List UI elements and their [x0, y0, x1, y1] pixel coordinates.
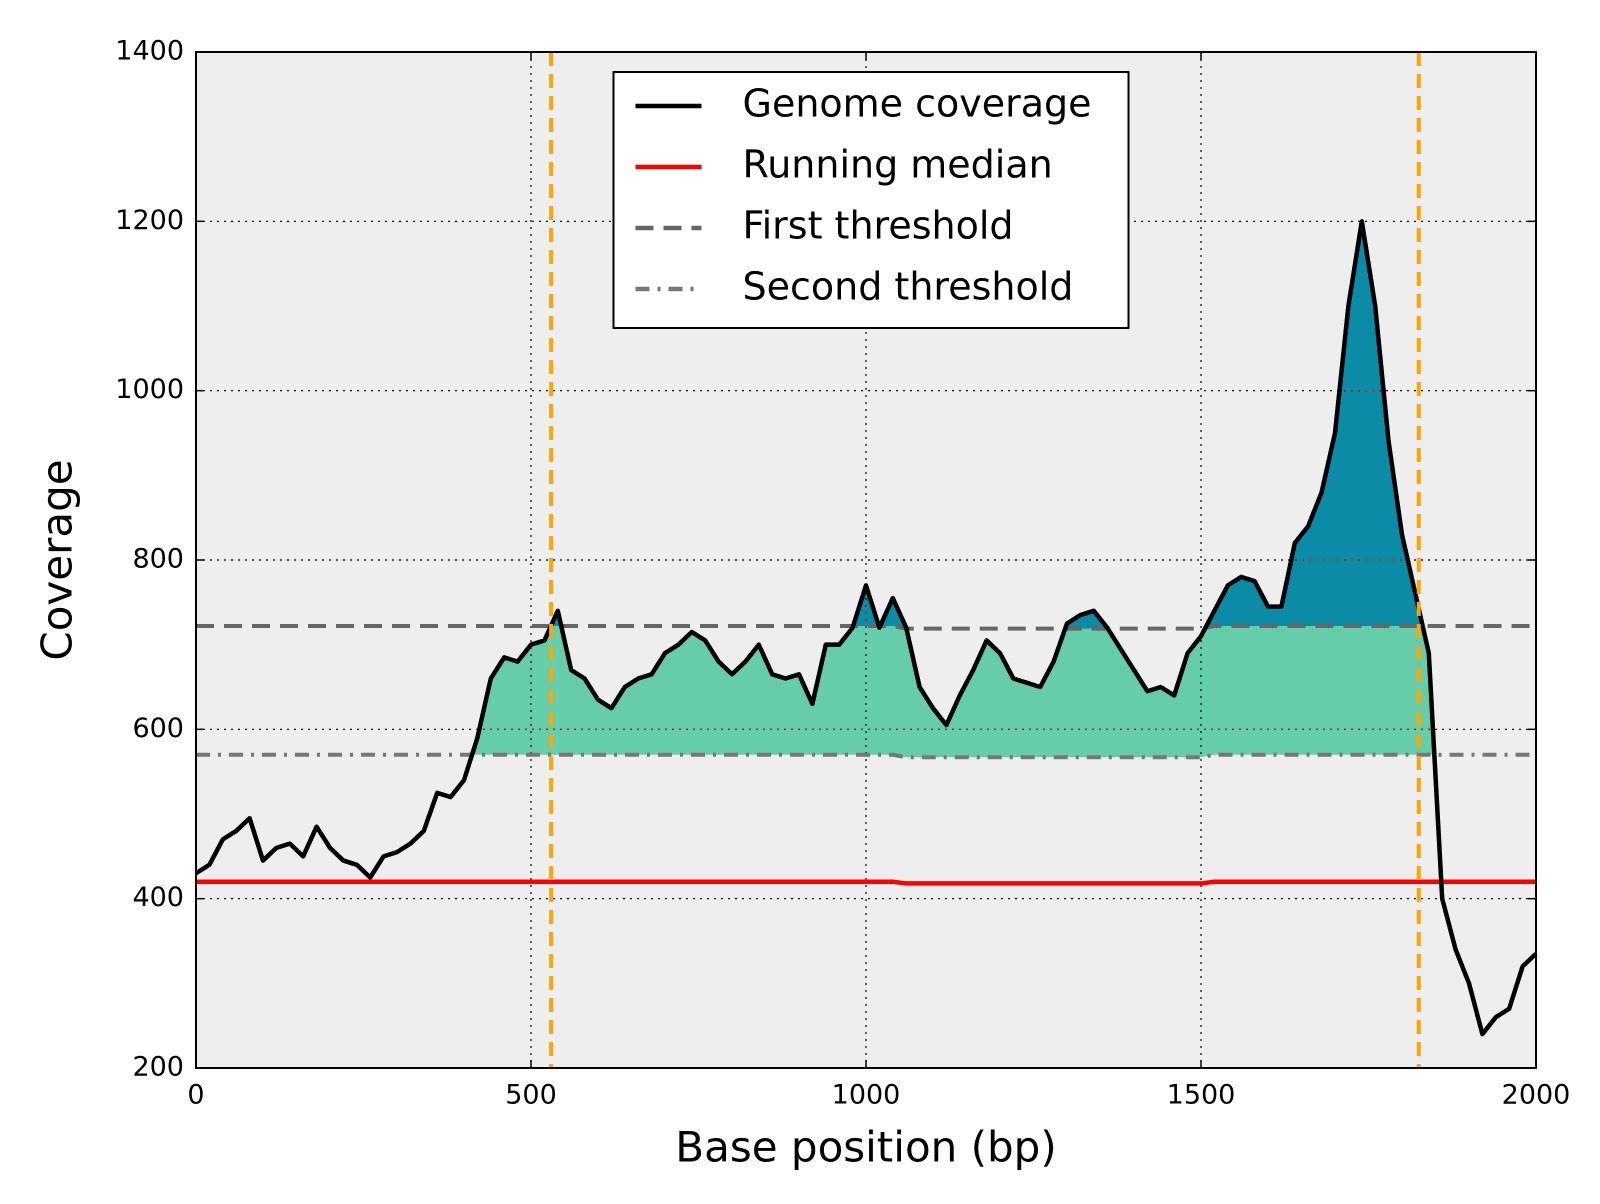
- legend-label: Genome coverage: [743, 82, 1092, 126]
- x-tick-label: 1500: [1167, 1080, 1236, 1111]
- y-tick-label: 600: [132, 713, 184, 744]
- legend-box: [612, 71, 1130, 329]
- x-tick-label: 2000: [1502, 1080, 1571, 1111]
- legend-label: First threshold: [743, 204, 1014, 248]
- series-line: [194, 219, 1538, 1037]
- x-axis-label: Base position (bp): [675, 1123, 1056, 1172]
- series-line: [196, 624, 1536, 631]
- x-tick-label: 500: [505, 1080, 557, 1111]
- legend-label: Running median: [743, 143, 1053, 187]
- series-line: [196, 879, 1536, 886]
- fill-above-second: [196, 221, 1536, 758]
- y-tick-label: 800: [132, 544, 184, 575]
- y-tick-label: 1400: [115, 36, 184, 67]
- x-tick-label: 1000: [832, 1080, 901, 1111]
- y-axis-label: Coverage: [33, 459, 82, 660]
- plot-frame: [195, 51, 1537, 1069]
- y-tick-label: 400: [132, 882, 184, 913]
- y-tick-label: 1000: [115, 374, 184, 405]
- y-tick-label: 200: [132, 1052, 184, 1083]
- x-tick-label: 0: [187, 1080, 204, 1111]
- legend-label: Second threshold: [743, 265, 1074, 309]
- y-tick-label: 1200: [115, 205, 184, 236]
